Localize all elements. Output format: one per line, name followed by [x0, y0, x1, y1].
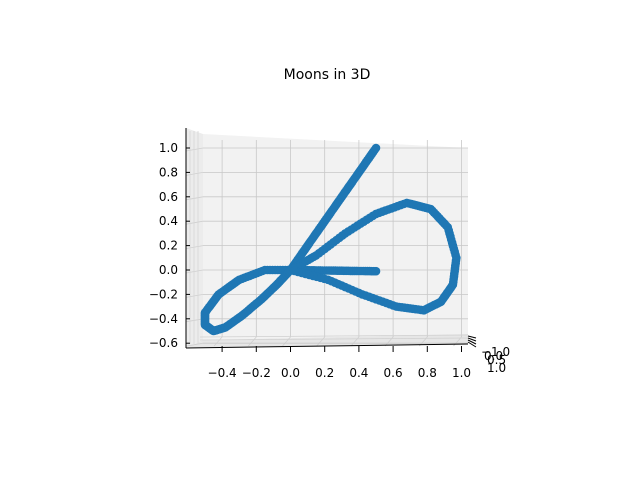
- z-tick-label: 0.4: [159, 214, 178, 228]
- data-point: [371, 143, 381, 153]
- grid-line-side: [185, 172, 204, 176]
- axes-3d: −0.6 −0.4 −0.2 0.0 0.2 0.4 0.6 0.8 1.0 −0.4 −0.2 0…: [149, 128, 510, 380]
- z-tick-label: 0.8: [159, 165, 178, 179]
- grid-line-floor: [248, 336, 257, 347]
- y-tick-label: 0.5: [487, 353, 506, 367]
- data-point: [290, 266, 299, 276]
- x-axis-ticks: −0.4 −0.2 0.0 0.2 0.4 0.6 0.8 1.0: [208, 346, 471, 380]
- y-tick-mark: [467, 341, 477, 348]
- grid-line-side: [185, 220, 204, 225]
- x-tick-label: 0.2: [315, 366, 334, 380]
- z-axis-ticks: −0.6 −0.4 −0.2 0.0 0.2 0.4 0.6 0.8 1.0: [149, 141, 190, 350]
- chart-title: Moons in 3D: [284, 67, 371, 83]
- z-tick-label: 0.0: [159, 263, 178, 277]
- grid-line-side: [185, 318, 204, 323]
- grid-line-side: [185, 147, 204, 152]
- z-tick-label: −0.4: [149, 312, 178, 326]
- y-tick-label: −1.0: [481, 345, 510, 359]
- data-points: [200, 143, 461, 336]
- x-tick-label: 0.8: [418, 366, 437, 380]
- grid-line-side: [185, 245, 204, 249]
- grid-line-floor-depth: [199, 334, 469, 338]
- grid-line-side: [185, 294, 204, 298]
- grid-line-floor: [213, 336, 223, 347]
- axis-lines: [185, 128, 469, 349]
- x-tick-label: 0.6: [384, 366, 403, 380]
- y-tick-label: 1.0: [487, 361, 506, 375]
- x-tick-label: −0.2: [242, 366, 271, 380]
- grid-line-floor-depth: [199, 337, 469, 341]
- z-tick-label: 1.0: [159, 141, 178, 155]
- grid-line-floor: [316, 336, 325, 347]
- grid-line-floor: [282, 336, 291, 347]
- z-tick-label: 0.2: [159, 239, 178, 253]
- x-tick-label: 0.0: [281, 366, 300, 380]
- z-tick-label: −0.2: [149, 287, 178, 301]
- y-tick-mark: [467, 335, 477, 339]
- x-tick-label: −0.4: [208, 366, 237, 380]
- z-tick-label: 0.6: [159, 190, 178, 204]
- data-point: [371, 266, 381, 276]
- grid-line-side: [185, 269, 204, 274]
- left-pane: [186, 128, 203, 348]
- y-axis-ticks: −1.00.00.51.0: [467, 335, 510, 375]
- grid-line-side: [185, 196, 204, 201]
- x-tick-label: 0.4: [349, 366, 368, 380]
- x-tick-label: 1.0: [452, 366, 471, 380]
- y-tick-mark: [467, 337, 477, 342]
- x-axis-line: [185, 343, 469, 349]
- z-tick-label: −0.6: [149, 336, 178, 350]
- grid-line-side: [185, 342, 204, 347]
- y-tick-label: 0.0: [484, 349, 503, 363]
- y-tick-mark: [467, 339, 477, 345]
